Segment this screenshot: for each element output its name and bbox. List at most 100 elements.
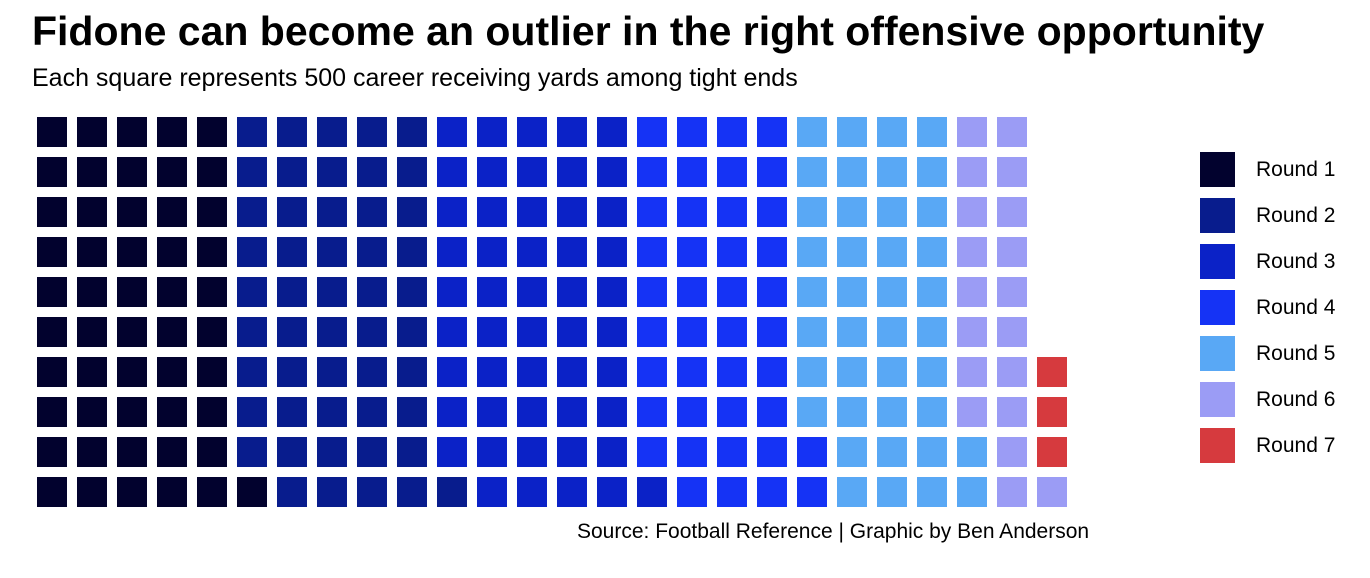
waffle-square	[77, 197, 107, 227]
waffle-square	[677, 277, 707, 307]
waffle-square	[637, 277, 667, 307]
waffle-square	[37, 197, 67, 227]
waffle-square	[597, 277, 627, 307]
waffle-square	[117, 357, 147, 387]
waffle-square	[757, 397, 787, 427]
waffle-square	[957, 357, 987, 387]
waffle-square	[157, 157, 187, 187]
waffle-square	[517, 197, 547, 227]
waffle-square	[357, 477, 387, 507]
waffle-square	[637, 437, 667, 467]
legend-label: Round 1	[1256, 157, 1336, 181]
waffle-square	[237, 117, 267, 147]
waffle-square	[437, 197, 467, 227]
waffle-square	[957, 197, 987, 227]
waffle-square	[117, 117, 147, 147]
waffle-square	[797, 317, 827, 347]
waffle-square	[637, 357, 667, 387]
waffle-square	[77, 477, 107, 507]
waffle-square	[677, 437, 707, 467]
waffle-square	[477, 197, 507, 227]
waffle-square	[557, 237, 587, 267]
waffle-square	[357, 237, 387, 267]
waffle-square	[397, 437, 427, 467]
waffle-square	[877, 437, 907, 467]
waffle-square	[717, 477, 747, 507]
waffle-square	[917, 157, 947, 187]
waffle-square	[557, 277, 587, 307]
waffle-square	[597, 197, 627, 227]
waffle-square	[997, 157, 1027, 187]
waffle-square	[477, 237, 507, 267]
waffle-square	[1037, 477, 1067, 507]
waffle-square	[517, 397, 547, 427]
waffle-square	[717, 397, 747, 427]
waffle-square	[917, 237, 947, 267]
waffle-square	[237, 477, 267, 507]
waffle-square	[997, 117, 1027, 147]
waffle-square	[437, 157, 467, 187]
waffle-square	[597, 477, 627, 507]
waffle-square	[197, 437, 227, 467]
waffle-square	[437, 477, 467, 507]
waffle-square	[437, 397, 467, 427]
waffle-square	[397, 397, 427, 427]
waffle-square	[397, 157, 427, 187]
waffle-square	[237, 357, 267, 387]
waffle-square	[157, 437, 187, 467]
waffle-square	[197, 357, 227, 387]
waffle-square	[357, 437, 387, 467]
waffle-square	[197, 157, 227, 187]
waffle-square	[277, 237, 307, 267]
waffle-square	[37, 357, 67, 387]
waffle-square	[357, 397, 387, 427]
waffle-square	[637, 317, 667, 347]
waffle-square	[597, 117, 627, 147]
waffle-square	[797, 157, 827, 187]
waffle-square	[77, 277, 107, 307]
waffle-square	[957, 117, 987, 147]
waffle-square	[677, 157, 707, 187]
waffle-square	[917, 357, 947, 387]
waffle-square	[717, 157, 747, 187]
waffle-square	[997, 317, 1027, 347]
waffle-square	[757, 157, 787, 187]
waffle-square	[237, 397, 267, 427]
waffle-square	[37, 397, 67, 427]
waffle-square	[117, 277, 147, 307]
waffle-square	[517, 437, 547, 467]
waffle-square	[877, 357, 907, 387]
waffle-chart	[37, 117, 1067, 507]
waffle-square	[677, 357, 707, 387]
waffle-square	[517, 237, 547, 267]
waffle-square	[197, 477, 227, 507]
chart-subtitle: Each square represents 500 career receiv…	[32, 64, 798, 92]
waffle-square	[77, 437, 107, 467]
waffle-square	[197, 237, 227, 267]
waffle-square	[357, 317, 387, 347]
waffle-square	[837, 397, 867, 427]
waffle-square	[797, 477, 827, 507]
waffle-square	[637, 197, 667, 227]
waffle-square	[637, 397, 667, 427]
waffle-square	[397, 117, 427, 147]
legend-item: Round 7	[1200, 428, 1335, 463]
waffle-square	[357, 277, 387, 307]
waffle-square	[357, 197, 387, 227]
waffle-square	[677, 197, 707, 227]
waffle-square	[237, 317, 267, 347]
waffle-square	[677, 117, 707, 147]
waffle-square	[397, 477, 427, 507]
legend-label: Round 4	[1256, 295, 1336, 319]
waffle-square	[517, 277, 547, 307]
waffle-square	[837, 437, 867, 467]
waffle-square	[477, 157, 507, 187]
waffle-square	[237, 237, 267, 267]
waffle-square	[677, 477, 707, 507]
waffle-square	[917, 277, 947, 307]
waffle-square	[597, 157, 627, 187]
waffle-square	[717, 117, 747, 147]
waffle-square	[997, 277, 1027, 307]
waffle-square	[477, 317, 507, 347]
waffle-square	[637, 117, 667, 147]
